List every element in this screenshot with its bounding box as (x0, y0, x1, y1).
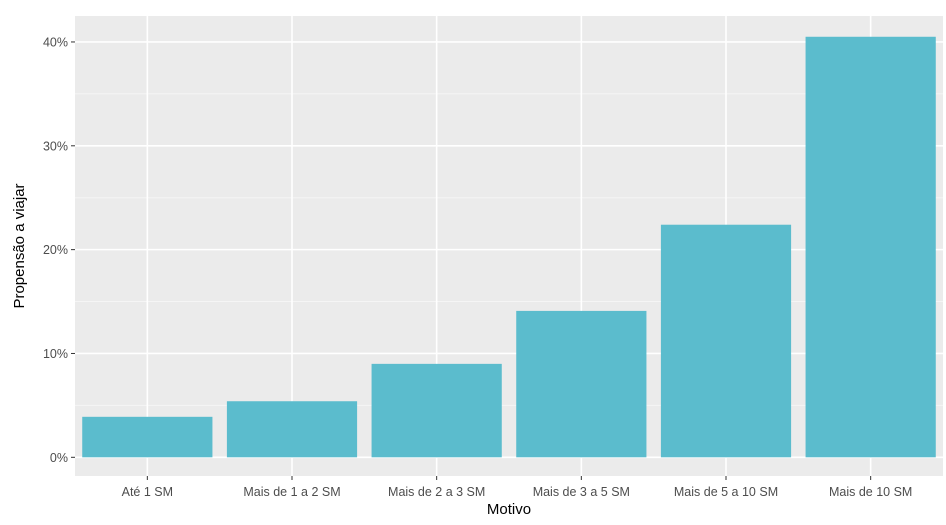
bar (660, 224, 792, 458)
y-tick-label: 30% (43, 139, 68, 153)
bars-group (82, 36, 936, 458)
x-tick-label: Mais de 2 a 3 SM (388, 485, 485, 499)
bar (82, 416, 213, 458)
plot-panel (75, 16, 943, 476)
bar (371, 363, 502, 458)
minor-gridlines (75, 93, 943, 406)
x-tick-label: Mais de 3 a 5 SM (533, 485, 630, 499)
bar (805, 36, 936, 458)
bar (516, 310, 647, 458)
x-tick-label: Até 1 SM (122, 485, 173, 499)
y-tick-label: 40% (43, 35, 68, 49)
bar (226, 401, 358, 458)
y-axis: 0% 10% 20% 30% 40% (43, 35, 75, 465)
x-axis-title: Motivo (487, 501, 531, 518)
y-tick-label: 0% (50, 451, 68, 465)
y-tick-label: 10% (43, 347, 68, 361)
x-tick-label: Mais de 5 a 10 SM (674, 485, 778, 499)
y-axis-title: Propensão a viajar (11, 183, 28, 308)
x-tick-label: Mais de 10 SM (829, 485, 912, 499)
y-tick-label: 20% (43, 243, 68, 257)
x-tick-label: Mais de 1 a 2 SM (243, 485, 340, 499)
x-axis: Até 1 SM Mais de 1 a 2 SM Mais de 2 a 3 SM… (122, 476, 912, 499)
